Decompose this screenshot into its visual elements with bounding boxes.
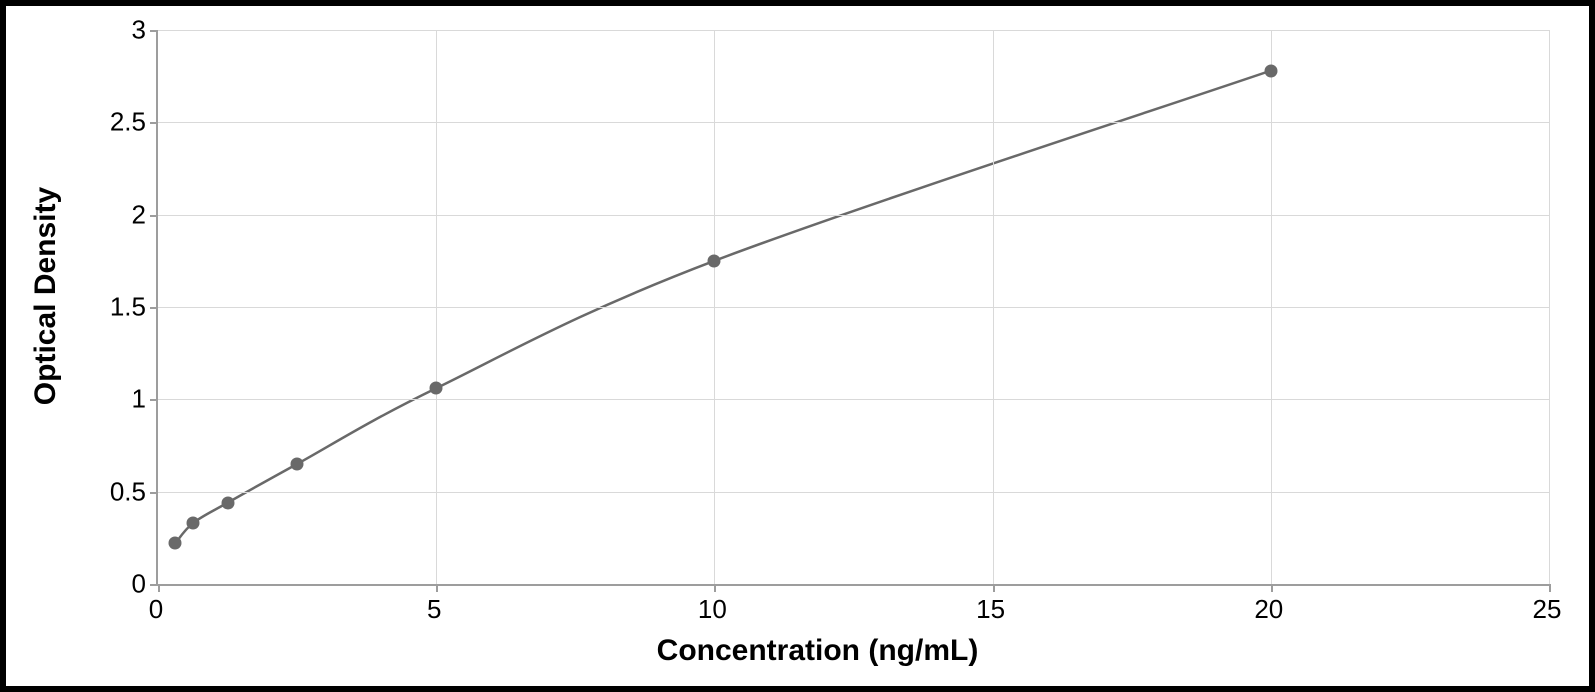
grid-line-horizontal [158, 215, 1549, 216]
x-tick-label: 20 [1254, 594, 1283, 625]
y-tick-mark [150, 399, 158, 401]
y-tick-labels: 0 0.5 1 1.5 2 2.5 3 [76, 16, 156, 626]
y-tick-label: 0 [132, 569, 146, 600]
chart-wrap: Optical Density Concentration (ng/mL) 00… [16, 16, 1559, 676]
x-axis-label: Concentration (ng/mL) [76, 626, 1559, 676]
chart-frame: Optical Density Concentration (ng/mL) 00… [0, 0, 1595, 692]
data-point [1264, 64, 1277, 77]
plot-outer: 0 0.5 1 1.5 2 2.5 3 0 5 10 15 20 25 [76, 16, 1559, 626]
y-tick-label: 1 [132, 384, 146, 415]
y-tick-label: 3 [132, 15, 146, 46]
data-point [708, 254, 721, 267]
data-point [430, 382, 443, 395]
x-tick-mark [436, 584, 438, 592]
grid-line-vertical [1549, 30, 1550, 584]
y-tick-label: 0.5 [110, 476, 146, 507]
y-tick-mark [150, 215, 158, 217]
x-tick-mark [993, 584, 995, 592]
x-tick-mark [714, 584, 716, 592]
x-tick-label: 0 [149, 594, 163, 625]
plot-area [156, 30, 1549, 586]
grid-line-horizontal [158, 122, 1549, 123]
data-point [187, 517, 200, 530]
grid-line-horizontal [158, 30, 1549, 31]
y-tick-mark [150, 584, 158, 586]
y-tick-mark [150, 492, 158, 494]
y-tick-mark [150, 30, 158, 32]
x-tick-mark [158, 584, 160, 592]
y-axis-label-text: Optical Density [29, 187, 63, 405]
y-tick-mark [150, 122, 158, 124]
x-tick-label: 10 [698, 594, 727, 625]
x-tick-label: 5 [427, 594, 441, 625]
y-tick-label: 2 [132, 199, 146, 230]
grid-line-horizontal [158, 399, 1549, 400]
y-tick-label: 1.5 [110, 292, 146, 323]
y-tick-label: 2.5 [110, 107, 146, 138]
x-tick-mark [1549, 584, 1551, 592]
data-point [169, 537, 182, 550]
grid-line-horizontal [158, 307, 1549, 308]
data-point [221, 496, 234, 509]
y-axis-label: Optical Density [16, 16, 76, 576]
grid-line-horizontal [158, 492, 1549, 493]
y-tick-mark [150, 307, 158, 309]
x-tick-label: 15 [976, 594, 1005, 625]
x-axis-label-text: Concentration (ng/mL) [657, 634, 979, 668]
x-tick-labels: 0510152025 [156, 586, 1559, 626]
x-tick-mark [1271, 584, 1273, 592]
data-point [291, 457, 304, 470]
x-tick-label: 25 [1533, 594, 1562, 625]
